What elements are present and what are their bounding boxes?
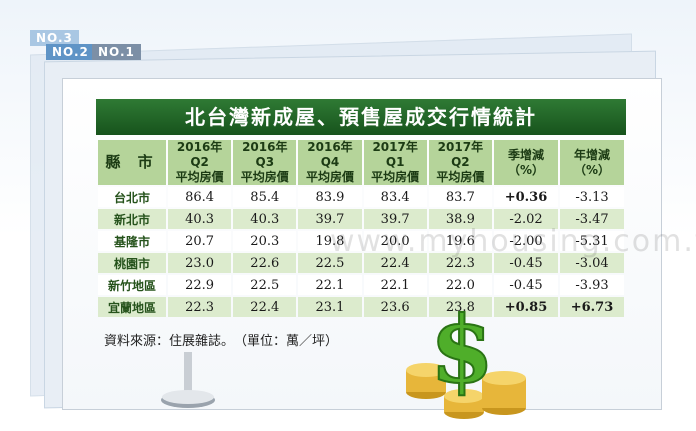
header-period: 2017年Q1 平均房價: [363, 140, 427, 185]
yoy-cell: -3.04: [560, 253, 624, 273]
price-cell: 22.5: [233, 275, 297, 295]
price-cell: 39.7: [363, 209, 427, 229]
tab-no3: NO.3: [30, 30, 79, 46]
price-cell: 19.8: [298, 231, 362, 251]
price-cell: 40.3: [168, 209, 232, 229]
price-cell: 39.7: [298, 209, 362, 229]
yoy-cell: -3.93: [560, 275, 624, 295]
qoq-cell: +0.85: [494, 297, 558, 317]
price-cell: 83.4: [363, 187, 427, 207]
price-cell: 22.6: [233, 253, 297, 273]
yoy-cell: +6.73: [560, 297, 624, 317]
qoq-cell: -2.00: [494, 231, 558, 251]
table-row: 台北市 86.4 85.4 83.9 83.4 83.7 +0.36 -3.13: [98, 187, 624, 207]
yoy-cell: -3.13: [560, 187, 624, 207]
price-cell: 22.1: [298, 275, 362, 295]
header-yoy: 年增減 （%）: [560, 140, 624, 185]
price-cell: 22.5: [298, 253, 362, 273]
tab-no2: NO.2: [46, 44, 95, 60]
county-cell: 台北市: [98, 187, 166, 207]
price-table: 縣 市 2016年Q2 平均房價 2016年Q3 平均房價 2016年Q4 平均房價 …: [96, 138, 626, 319]
gold-coins-icon: [406, 363, 526, 419]
price-cell: 22.0: [428, 275, 492, 295]
header-period: 2016年Q4 平均房價: [298, 140, 362, 185]
county-cell: 新北市: [98, 209, 166, 229]
table-row: 新竹地區 22.9 22.5 22.1 22.1 22.0 -0.45 -3.93: [98, 275, 624, 295]
table-row: 基隆市 20.7 20.3 19.8 20.0 19.6 -2.00 -5.31: [98, 231, 624, 251]
county-cell: 宜蘭地區: [98, 297, 166, 317]
table-body: 台北市 86.4 85.4 83.9 83.4 83.7 +0.36 -3.13 新北市 40.3…: [98, 187, 624, 317]
price-cell: 22.3: [428, 253, 492, 273]
header-period: 2017年Q2 平均房價: [428, 140, 492, 185]
tab-no1: NO.1: [92, 44, 141, 60]
page-title: 北台灣新成屋、預售屋成交行情統計: [96, 99, 626, 135]
header-county: 縣 市: [98, 140, 166, 185]
svg-text:$: $: [430, 300, 494, 404]
header-row: 縣 市 2016年Q2 平均房價 2016年Q3 平均房價 2016年Q4 平均房價 …: [98, 140, 624, 185]
county-cell: 桃園市: [98, 253, 166, 273]
header-period: 2016年Q3 平均房價: [233, 140, 297, 185]
table-row: 宜蘭地區 22.3 22.4 23.1 23.6 23.8 +0.85 +6.73: [98, 297, 624, 317]
price-cell: 22.3: [168, 297, 232, 317]
qoq-cell: -0.45: [494, 275, 558, 295]
price-cell: 83.9: [298, 187, 362, 207]
dollar-sign-icon: $: [406, 300, 526, 419]
yoy-cell: -5.31: [560, 231, 624, 251]
price-cell: 23.8: [428, 297, 492, 317]
watermark-text: www.myhousing.com.tw: [330, 224, 696, 259]
price-cell: 83.7: [428, 187, 492, 207]
county-cell: 基隆市: [98, 231, 166, 251]
table-row: 桃園市 23.0 22.6 22.5 22.4 22.3 -0.45 -3.04: [98, 253, 624, 273]
qoq-cell: +0.36: [494, 187, 558, 207]
header-period: 2016年Q2 平均房價: [168, 140, 232, 185]
price-cell: 38.9: [428, 209, 492, 229]
price-cell: 85.4: [233, 187, 297, 207]
tablet-stand-icon: [161, 352, 215, 408]
price-cell: 20.3: [233, 231, 297, 251]
price-cell: 86.4: [168, 187, 232, 207]
yoy-cell: -3.47: [560, 209, 624, 229]
price-cell: 22.1: [363, 275, 427, 295]
qoq-cell: -0.45: [494, 253, 558, 273]
price-cell: 22.9: [168, 275, 232, 295]
price-cell: 23.0: [168, 253, 232, 273]
source-note: 資料來源：住展雜誌。 （單位：萬／坪）: [104, 334, 339, 349]
price-cell: 23.1: [298, 297, 362, 317]
price-cell: 23.6: [363, 297, 427, 317]
price-cell: 20.7: [168, 231, 232, 251]
price-cell: 40.3: [233, 209, 297, 229]
qoq-cell: -2.02: [494, 209, 558, 229]
price-cell: 20.0: [363, 231, 427, 251]
header-qoq: 季增減 （%）: [494, 140, 558, 185]
table-row: 新北市 40.3 40.3 39.7 39.7 38.9 -2.02 -3.47: [98, 209, 624, 229]
county-cell: 新竹地區: [98, 275, 166, 295]
price-cell: 19.6: [428, 231, 492, 251]
price-cell: 22.4: [363, 253, 427, 273]
price-cell: 22.4: [233, 297, 297, 317]
